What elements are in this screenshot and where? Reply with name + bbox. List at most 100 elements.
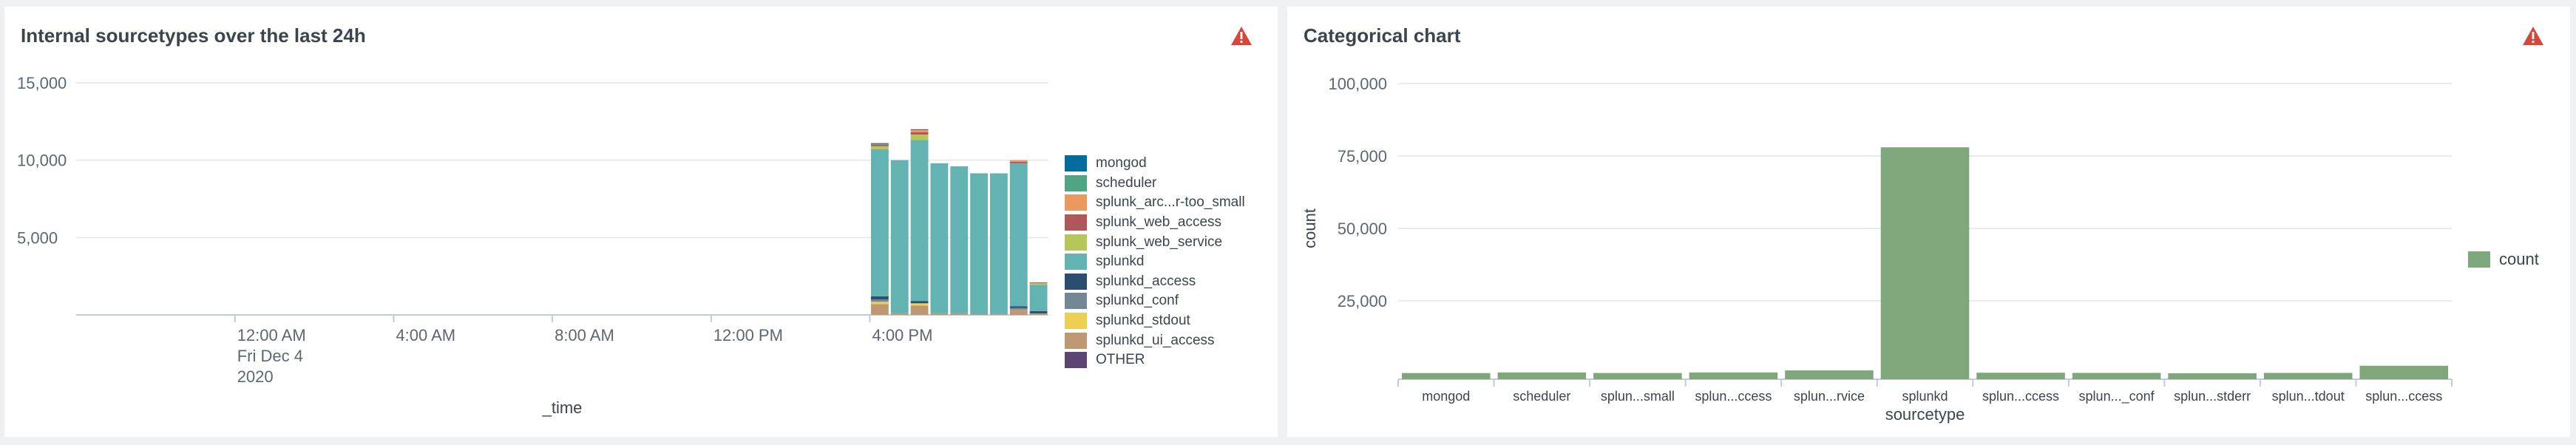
legend-item[interactable]: mongod xyxy=(1065,154,1245,174)
legend-item[interactable]: splunkd_access xyxy=(1065,272,1245,292)
warning-triangle-icon[interactable] xyxy=(2522,26,2544,47)
legend-item[interactable]: OTHER xyxy=(1065,350,1245,370)
bar-segment xyxy=(970,313,988,315)
bar-segment xyxy=(870,144,889,146)
bar-segment xyxy=(870,296,889,300)
y-tick-label: 25,000 xyxy=(1338,292,1387,310)
legend-label: count xyxy=(2499,250,2539,268)
bar-segment xyxy=(1009,309,1028,315)
legend-label: scheduler xyxy=(1096,174,1157,191)
legend-label: mongod xyxy=(1096,155,1147,171)
bar-segment xyxy=(989,173,1008,314)
bar-segment xyxy=(1029,283,1048,285)
x-tick-label: scheduler xyxy=(1513,389,1570,404)
legend-item[interactable]: count xyxy=(2468,248,2539,271)
chart-legend: count xyxy=(2468,248,2539,271)
bar-segment xyxy=(910,305,929,315)
bar-segment xyxy=(890,160,909,313)
legend-item[interactable]: splunkd_stdout xyxy=(1065,311,1245,331)
bar xyxy=(2359,365,2448,379)
x-tick-label: splun...stderr xyxy=(2174,389,2251,404)
bar-segment xyxy=(870,143,889,144)
y-tick-label: 5,000 xyxy=(17,228,58,247)
bar-segment xyxy=(910,140,929,302)
y-tick-label: 10,000 xyxy=(17,152,67,170)
bar-segment xyxy=(950,166,969,313)
legend-swatch xyxy=(1065,313,1087,330)
legend-item[interactable]: splunk_arc...r-too_small xyxy=(1065,193,1245,213)
bar xyxy=(1785,370,1874,379)
panel-title: Categorical chart xyxy=(1304,24,1461,47)
x-tick-label: 12:00 AM xyxy=(237,326,306,344)
warning-triangle-icon[interactable] xyxy=(1230,26,1253,47)
bar-segment xyxy=(1009,163,1028,307)
legend-label: splunk_web_service xyxy=(1096,234,1223,250)
bar-segment xyxy=(910,129,929,130)
legend-swatch xyxy=(1065,155,1087,172)
legend-item[interactable]: scheduler xyxy=(1065,174,1245,194)
bar-segment xyxy=(870,146,889,150)
legend-swatch xyxy=(1065,352,1087,369)
y-axis-title: count xyxy=(1301,208,1319,248)
bar-segment xyxy=(930,163,949,313)
legend-item[interactable]: splunkd_conf xyxy=(1065,291,1245,311)
legend-swatch xyxy=(1065,273,1087,290)
bar-segment xyxy=(1009,308,1028,310)
legend-swatch xyxy=(1065,214,1087,231)
bar-segment xyxy=(910,135,929,140)
y-tick-label: 15,000 xyxy=(17,74,67,92)
bar-segment xyxy=(870,143,889,145)
bar-segment xyxy=(1029,282,1048,284)
categorical-bar-chart: 100,000 75,000 50,000 25,000 count mongod sche… xyxy=(1301,75,2453,424)
time-series-stacked-bar-chart: 15,000 10,000 5,000 12:00 AM Fri Dec 4 2020 4:… xyxy=(17,74,1048,417)
y-tick-label: 50,000 xyxy=(1338,220,1387,238)
bar-segment xyxy=(1009,160,1028,162)
bar-segment xyxy=(1009,161,1028,163)
legend-item[interactable]: splunkd xyxy=(1065,252,1245,272)
bar-segment xyxy=(910,132,929,135)
bar-segment xyxy=(989,313,1008,315)
bar xyxy=(1689,372,1778,379)
legend-swatch xyxy=(1065,174,1087,191)
x-tick-label: 8:00 AM xyxy=(555,326,614,344)
bar-segment xyxy=(870,302,889,305)
legend-swatch xyxy=(1065,332,1087,349)
legend-label: splunk_web_access xyxy=(1096,214,1222,231)
bar-segment xyxy=(930,313,949,315)
bar xyxy=(1593,373,1682,379)
bar-segment xyxy=(890,313,909,315)
bar-segment xyxy=(1029,285,1048,311)
panel-title: Internal sourcetypes over the last 24h xyxy=(21,24,366,47)
x-tick-label: splun...small xyxy=(1601,389,1675,404)
legend-item[interactable]: splunkd_ui_access xyxy=(1065,330,1245,350)
x-axis-title: sourcetype xyxy=(1885,405,1965,424)
bar xyxy=(2072,373,2161,379)
bar-segment xyxy=(910,303,929,306)
legend-label: OTHER xyxy=(1096,352,1145,368)
legend-swatch xyxy=(1065,293,1087,310)
x-axis-title: _time xyxy=(542,398,583,417)
bar xyxy=(1976,373,2065,379)
x-tick-label: splun...rvice xyxy=(1794,389,1865,404)
legend-item[interactable]: splunk_web_service xyxy=(1065,232,1245,252)
x-tick-label: 4:00 PM xyxy=(872,326,932,344)
x-tick-label: splun...tdout xyxy=(2272,389,2345,404)
bar-segment xyxy=(870,304,889,315)
bar-segment xyxy=(910,301,929,304)
legend-item[interactable]: splunk_web_access xyxy=(1065,213,1245,233)
bar-segment xyxy=(870,149,889,296)
left-chart-panel: Internal sourcetypes over the last 24h 1… xyxy=(4,7,1278,437)
x-tick-label: 4:00 AM xyxy=(396,326,455,344)
bar xyxy=(1880,147,1970,380)
legend-label: splunkd_ui_access xyxy=(1096,332,1215,348)
bar-segment xyxy=(910,129,929,132)
legend-label: splunkd xyxy=(1096,254,1145,270)
legend-label: splunk_arc...r-too_small xyxy=(1096,194,1245,211)
legend-label: splunkd_conf xyxy=(1096,293,1179,309)
legend-label: splunkd_stdout xyxy=(1096,313,1190,329)
bar-segment xyxy=(1029,313,1048,315)
x-tick-label: splun..._conf xyxy=(2079,389,2155,404)
x-tick-label: 2020 xyxy=(237,367,274,386)
bar xyxy=(1497,372,1587,379)
bar xyxy=(2263,373,2353,379)
